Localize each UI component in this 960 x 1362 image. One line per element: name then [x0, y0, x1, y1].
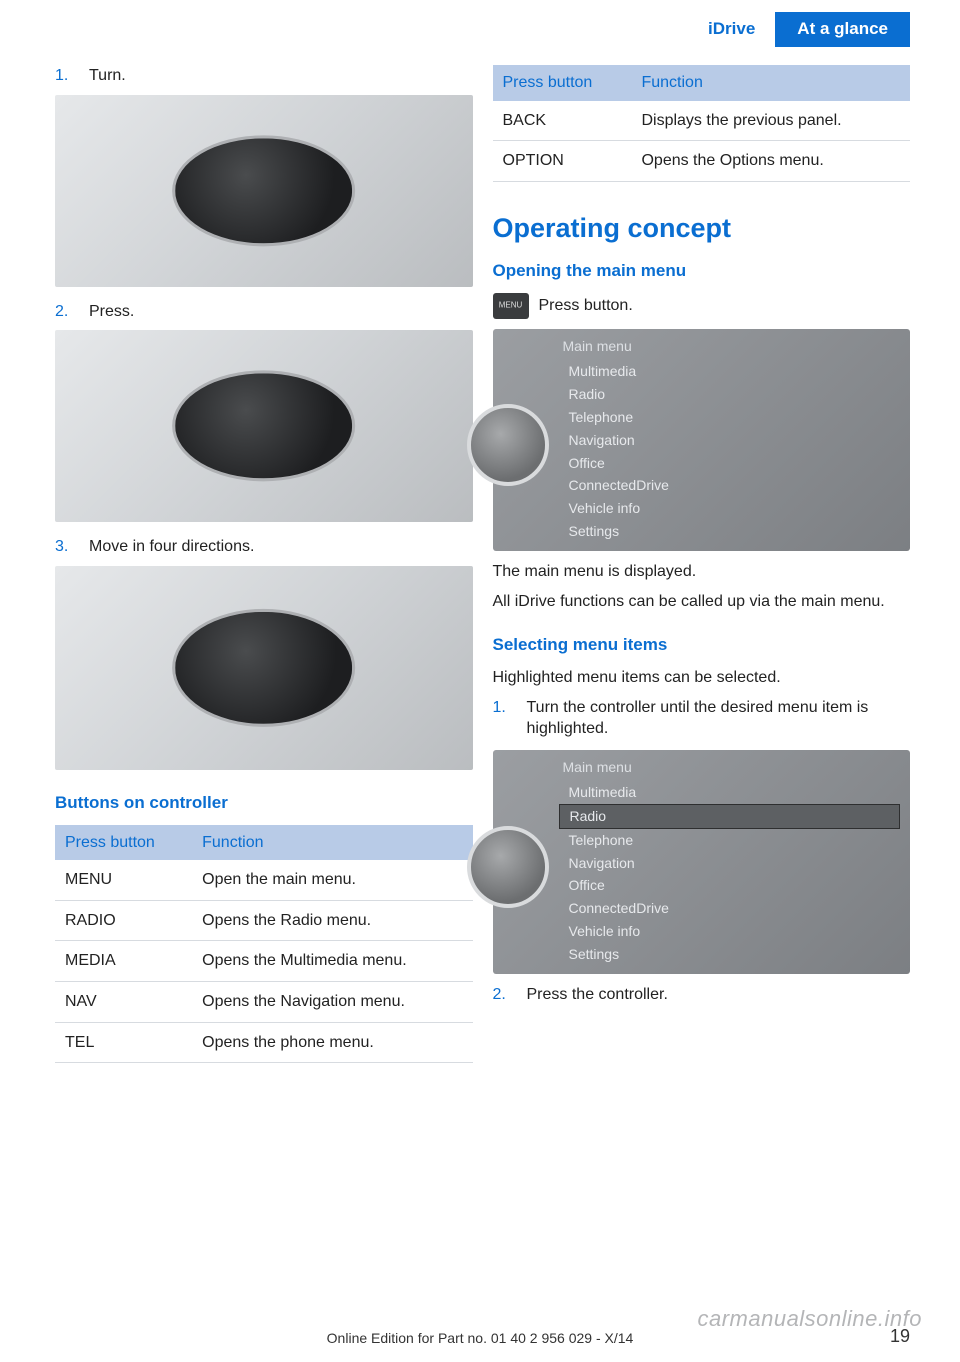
- figure-move: [55, 566, 473, 770]
- screen-menu-item: Radio: [563, 383, 901, 406]
- table-row: MEDIAOpens the Multimedia menu.: [55, 941, 473, 982]
- header-section-idrive: iDrive: [698, 12, 765, 47]
- buttons-table-left: Press button Function MENUOpen the main …: [55, 825, 473, 1064]
- screen-menu-item: Office: [563, 452, 901, 475]
- step-text: Turn.: [89, 65, 126, 87]
- cell-function: Open the main menu.: [192, 860, 472, 900]
- cell-button: BACK: [493, 101, 632, 141]
- figure-press: [55, 330, 473, 522]
- cell-function: Displays the previous panel.: [631, 101, 910, 141]
- col-header-function: Function: [192, 825, 472, 861]
- screen-menu-item: Vehicle info: [563, 497, 901, 520]
- cell-function: Opens the phone menu.: [192, 1022, 472, 1063]
- screen-menu-item: ConnectedDrive: [563, 474, 901, 497]
- table-row: MENUOpen the main menu.: [55, 860, 473, 900]
- screen-menu-item: Settings: [563, 943, 901, 966]
- body-text: The main menu is displayed.: [493, 561, 911, 583]
- screen-menu-item: Navigation: [563, 429, 901, 452]
- cell-button: MEDIA: [55, 941, 192, 982]
- cell-button: NAV: [55, 982, 192, 1023]
- screen-title: Main menu: [563, 337, 901, 360]
- figure-turn: [55, 95, 473, 287]
- cell-function: Opens the Multimedia menu.: [192, 941, 472, 982]
- screen-menu-item: Vehicle info: [563, 920, 901, 943]
- screen-menu-item: Navigation: [563, 852, 901, 875]
- step-number: 1.: [493, 697, 513, 740]
- menu-button-icon: [493, 293, 529, 319]
- controller-wheel-icon: [467, 404, 549, 486]
- col-header-function: Function: [631, 65, 910, 101]
- body-text: All iDrive functions can be called up vi…: [493, 591, 911, 613]
- cell-button: RADIO: [55, 900, 192, 941]
- screen-menu-item: Telephone: [563, 829, 901, 852]
- screen-title: Main menu: [563, 758, 901, 781]
- idrive-screen-main-menu-highlight: Main menu MultimediaRadioTelephoneNaviga…: [493, 750, 911, 974]
- screen-menu-item: ConnectedDrive: [563, 897, 901, 920]
- press-button-text: Press button.: [539, 295, 633, 317]
- step-text: Press the controller.: [527, 984, 668, 1006]
- table-row: RADIOOpens the Radio menu.: [55, 900, 473, 941]
- heading-selecting-menu-items: Selecting menu items: [493, 634, 911, 657]
- cell-button: TEL: [55, 1022, 192, 1063]
- table-row: NAVOpens the Navigation menu.: [55, 982, 473, 1023]
- screen-menu-item: Telephone: [563, 406, 901, 429]
- step-number: 2.: [55, 301, 75, 323]
- table-row: BACKDisplays the previous panel.: [493, 101, 911, 141]
- header-section-ataglance: At a glance: [775, 12, 910, 47]
- left-column: 1. Turn. 2. Press. 3. Move in four direc…: [55, 65, 473, 1063]
- screen-menu-item: Office: [563, 874, 901, 897]
- screen-menu-item: Settings: [563, 520, 901, 543]
- step-number: 3.: [55, 536, 75, 558]
- step-text: Move in four directions.: [89, 536, 254, 558]
- cell-button: OPTION: [493, 141, 632, 182]
- col-header-button: Press button: [493, 65, 632, 101]
- table-row: TELOpens the phone menu.: [55, 1022, 473, 1063]
- cell-button: MENU: [55, 860, 192, 900]
- screen-menu-item: Multimedia: [563, 360, 901, 383]
- screen-menu-item: Multimedia: [563, 781, 901, 804]
- heading-operating-concept: Operating concept: [493, 210, 911, 246]
- cell-function: Opens the Navigation menu.: [192, 982, 472, 1023]
- screen-menu-item: Radio: [559, 804, 901, 829]
- col-header-button: Press button: [55, 825, 192, 861]
- section-heading-buttons: Buttons on controller: [55, 792, 473, 815]
- step-text: Press.: [89, 301, 134, 323]
- step-number: 2.: [493, 984, 513, 1006]
- table-row: OPTIONOpens the Options menu.: [493, 141, 911, 182]
- footer-edition-line: Online Edition for Part no. 01 40 2 956 …: [327, 1329, 634, 1348]
- right-column: Press button Function BACKDisplays the p…: [493, 65, 911, 1063]
- cell-function: Opens the Options menu.: [631, 141, 910, 182]
- controller-wheel-icon: [467, 826, 549, 908]
- body-text: Highlighted menu items can be selected.: [493, 667, 911, 689]
- cell-function: Opens the Radio menu.: [192, 900, 472, 941]
- heading-opening-main-menu: Opening the main menu: [493, 260, 911, 283]
- page-footer: Online Edition for Part no. 01 40 2 956 …: [0, 1324, 960, 1348]
- idrive-screen-main-menu: Main menu MultimediaRadioTelephoneNaviga…: [493, 329, 911, 551]
- buttons-table-right: Press button Function BACKDisplays the p…: [493, 65, 911, 182]
- step-number: 1.: [55, 65, 75, 87]
- step-text: Turn the controller until the desired me…: [527, 697, 911, 740]
- page-number: 19: [890, 1324, 910, 1348]
- page-header: iDrive At a glance: [0, 0, 960, 55]
